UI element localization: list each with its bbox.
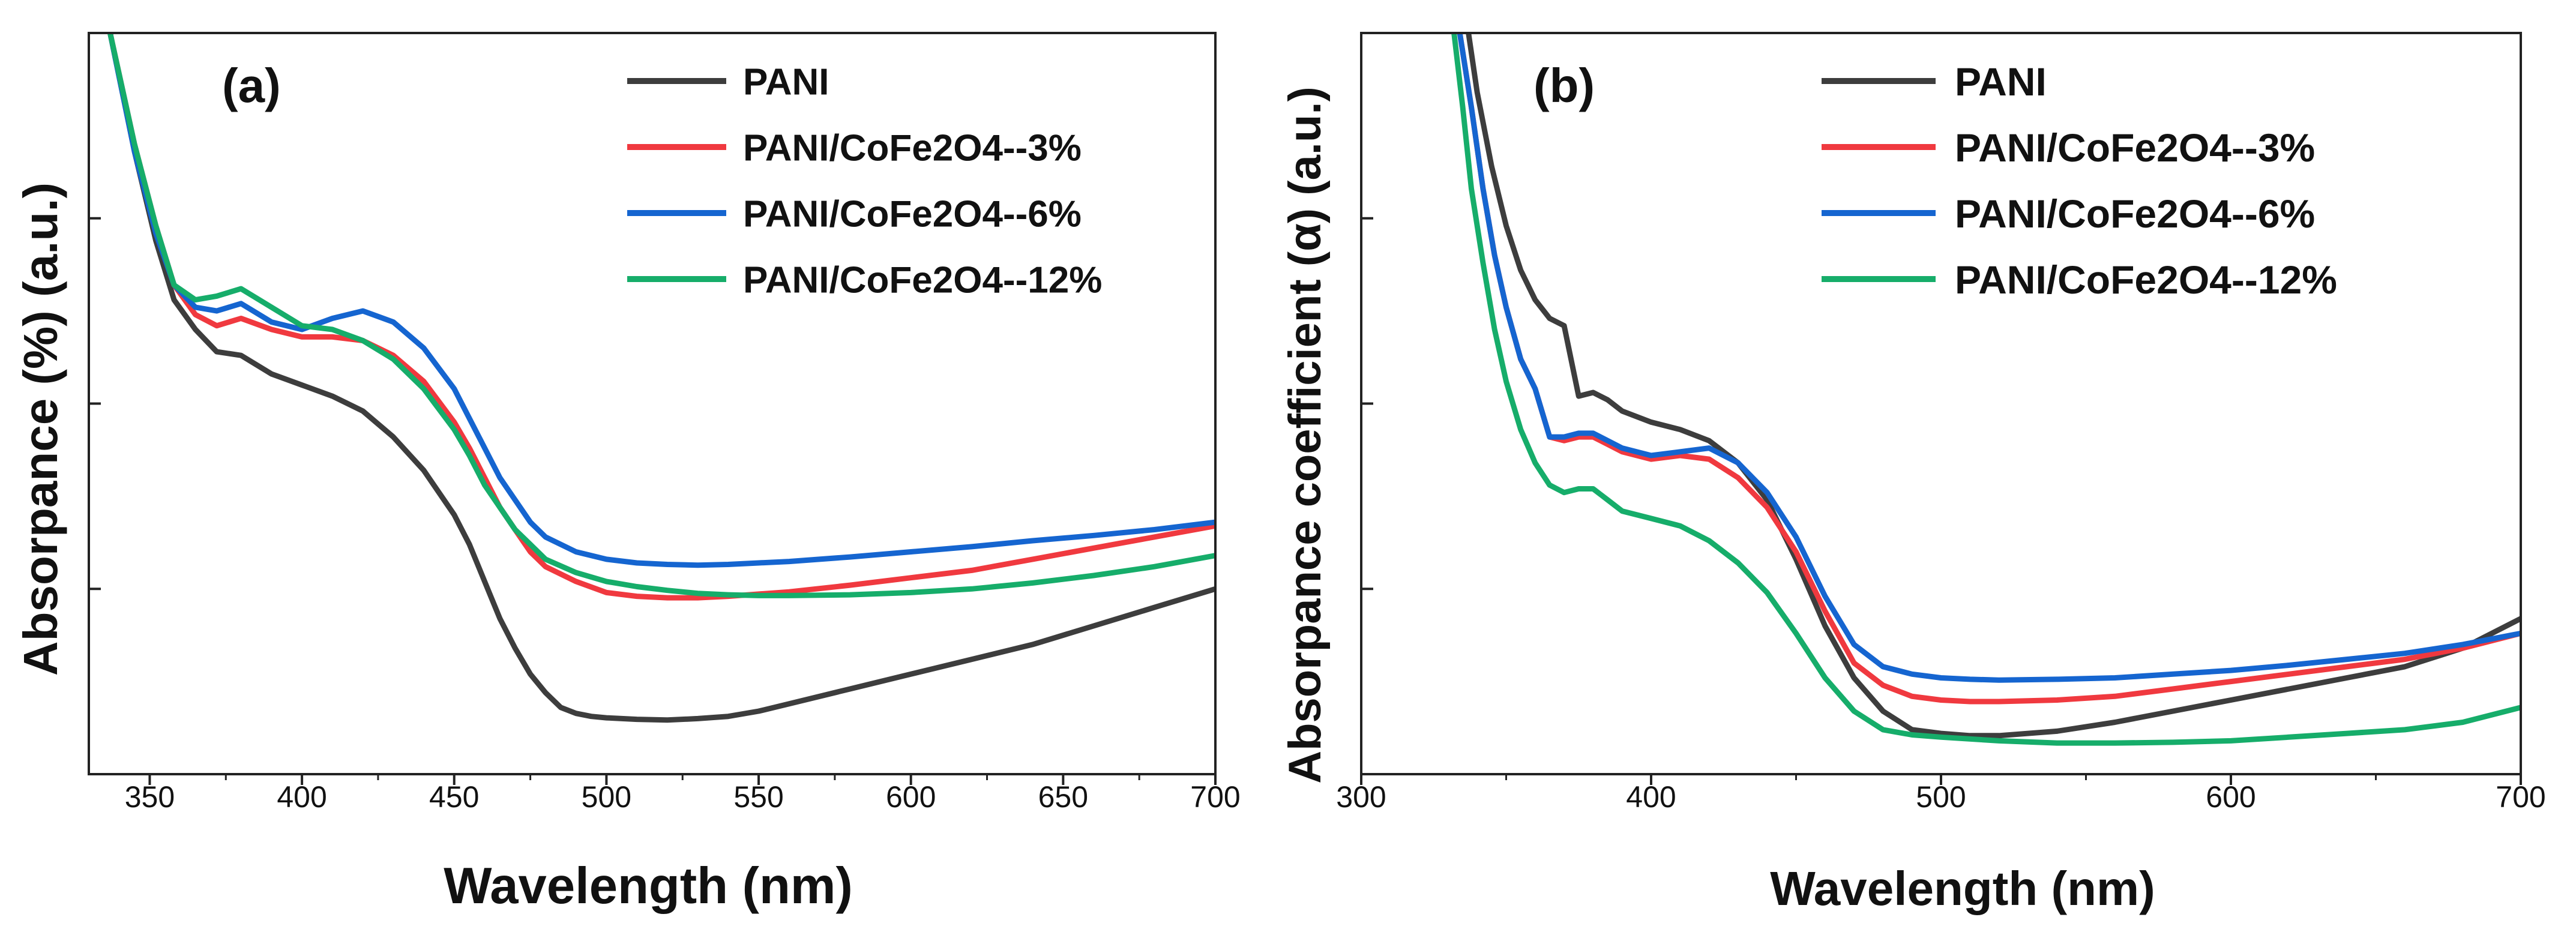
panel-a-legend-label: PANI/CoFe2O4--6% xyxy=(743,193,1082,235)
panel-a-x-tick-label: 500 xyxy=(582,780,631,814)
panel-b-x-axis-title: Wavelength (nm) xyxy=(1770,862,2155,915)
panel-b-x-tick-label: 500 xyxy=(1916,780,1966,814)
panel-b-legend-label: PANI/CoFe2O4--6% xyxy=(1955,191,2315,236)
panel-a-x-tick-label: 600 xyxy=(886,780,936,814)
panel-b-legend-label: PANI/CoFe2O4--3% xyxy=(1955,125,2315,170)
panel-a-plot-area: 350 400 450 500 550 600 650 700 PANI PANI/CoFe2O4… xyxy=(88,32,1241,814)
panel-a-series-line-pani xyxy=(107,33,1215,723)
panel-b-y-axis-title: Absorpance coefficient (α) (a.u.) xyxy=(1280,86,1331,784)
panel-a-label: (a) xyxy=(222,59,281,112)
panel-a: Absorpance (%) (a.u.) 350 400 450 500 550 600… xyxy=(14,32,1241,915)
panel-a-series xyxy=(107,33,1215,723)
panel-a-x-tick-label: 450 xyxy=(429,780,479,814)
panel-a-series-line-6pct xyxy=(107,33,1215,568)
panel-b-plot-area: 300 400 500 600 700 PANI PANI/CoFe2O4--3% PANI/… xyxy=(1336,32,2546,814)
panel-b-x-tick-label: 300 xyxy=(1336,780,1386,814)
panel-b-x-tick-label: 700 xyxy=(2496,780,2545,814)
panel-a-x-tick-label: 400 xyxy=(277,780,327,814)
panel-b-frame xyxy=(1360,32,2522,775)
panel-b-series xyxy=(1451,33,2521,746)
panel-a-x-tick-label: 550 xyxy=(733,780,783,814)
panel-b-legend: PANI PANI/CoFe2O4--3% PANI/CoFe2O4--6% PANI… xyxy=(1822,59,2337,302)
panel-a-legend-label: PANI/CoFe2O4--3% xyxy=(743,127,1082,169)
panel-a-x-tick-label: 650 xyxy=(1038,780,1088,814)
panel-a-legend: PANI PANI/CoFe2O4--3% PANI/CoFe2O4--6% PANI… xyxy=(627,61,1102,301)
panel-a-series-line-3pct xyxy=(107,33,1215,601)
panel-a-x-tick-label: 700 xyxy=(1190,780,1240,814)
panel-b-series-line-12pct xyxy=(1451,33,2521,746)
panel-a-x-axis-title: Wavelength (nm) xyxy=(444,858,853,915)
panel-b-x-tick-label: 600 xyxy=(2206,780,2256,814)
panel-b-legend-label: PANI xyxy=(1955,59,2047,104)
panel-a-series-line-12pct xyxy=(107,33,1215,598)
panel-a-legend-label: PANI xyxy=(743,61,829,103)
panel-b: Absorpance coefficient (α) (a.u.) 300 400… xyxy=(1280,32,2546,915)
panel-b-series-line-6pct xyxy=(1457,33,2521,683)
panel-b-x-tick-label: 400 xyxy=(1626,780,1676,814)
panel-a-legend-label: PANI/CoFe2O4--12% xyxy=(743,259,1102,301)
panel-b-label: (b) xyxy=(1533,59,1595,112)
panel-b-legend-label: PANI/CoFe2O4--12% xyxy=(1955,257,2337,302)
panel-a-y-axis-title: Absorpance (%) (a.u.) xyxy=(14,182,67,676)
panel-a-x-tick-label: 350 xyxy=(125,780,175,814)
